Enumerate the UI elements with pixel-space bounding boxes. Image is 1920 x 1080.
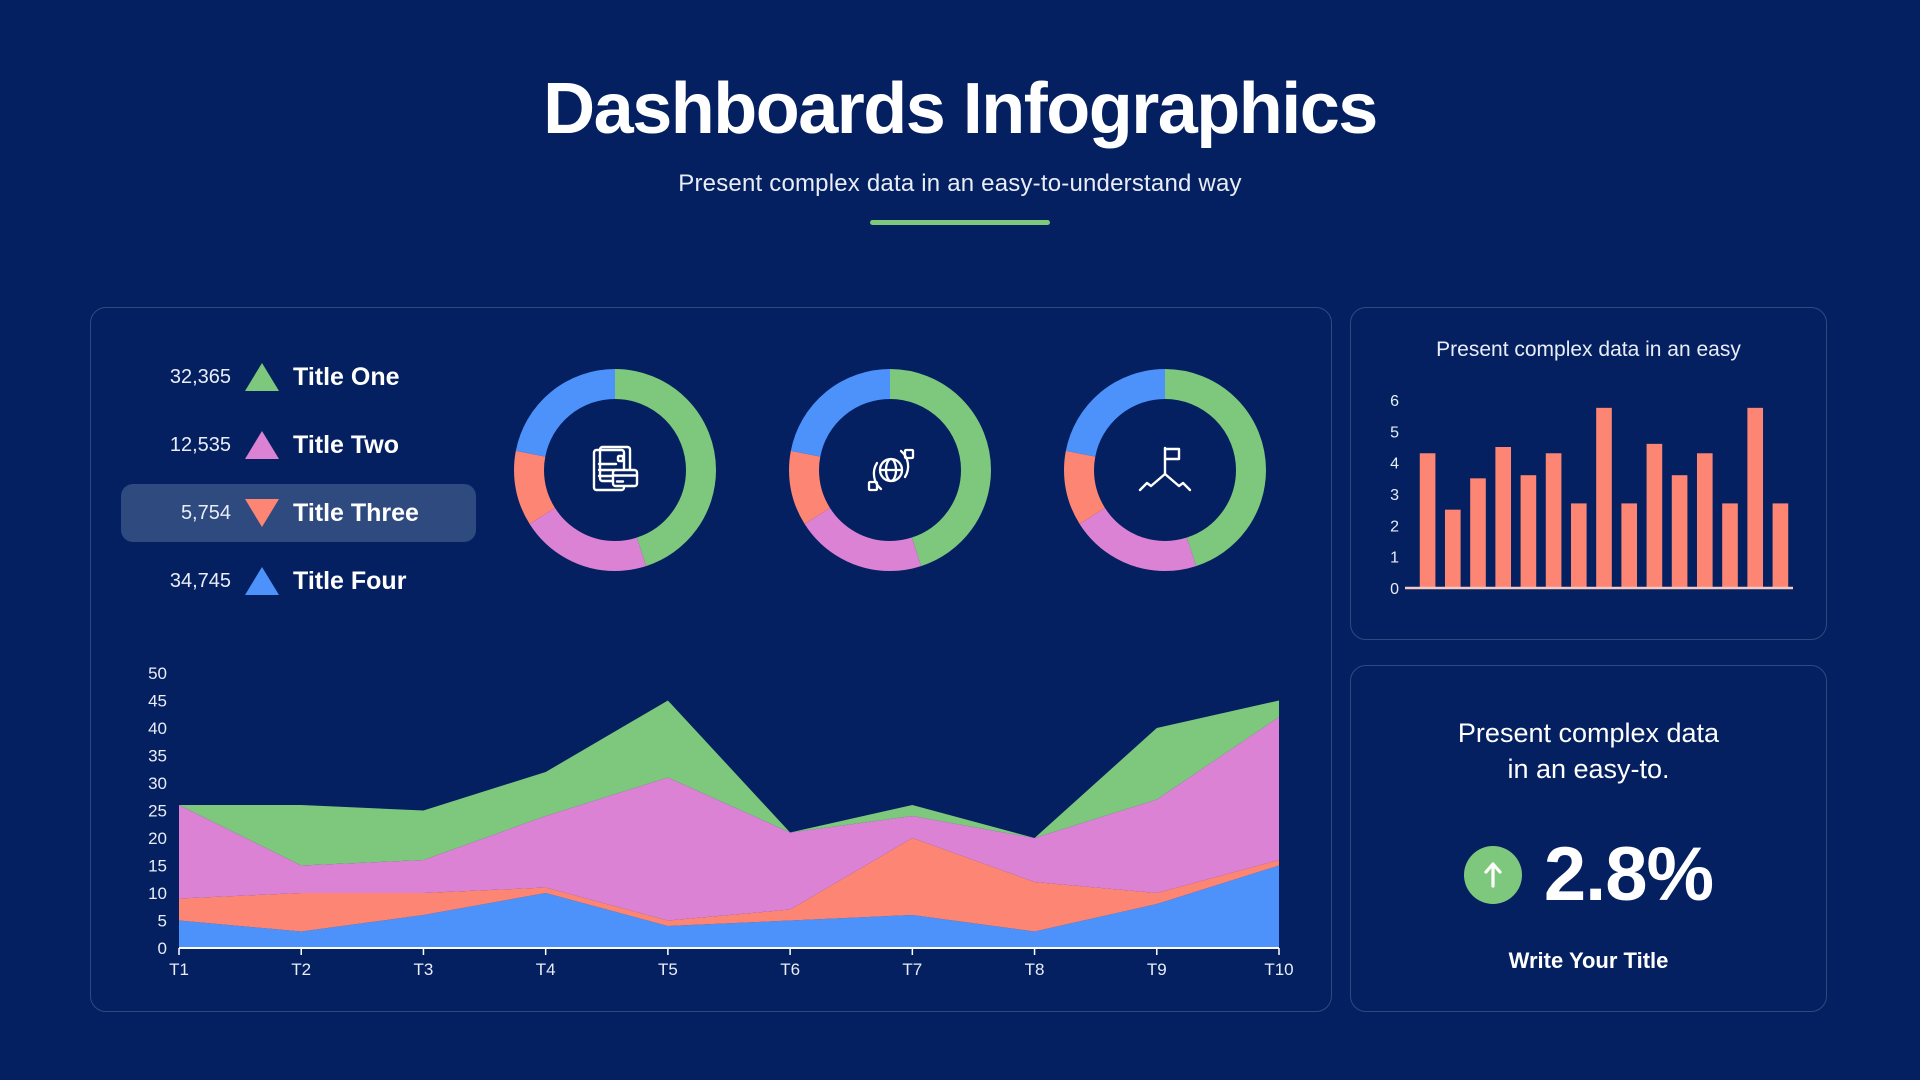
- trend-up-icon: [231, 431, 293, 459]
- main-dashboard-panel: 32,365 Title One 12,535 Title Two 5,754 …: [90, 307, 1332, 1012]
- svg-text:T5: T5: [658, 960, 678, 979]
- trend-down-icon: [231, 499, 293, 527]
- area-series-title-two: [179, 717, 1279, 921]
- kpi-value-row: 2.8%: [1351, 831, 1826, 918]
- svg-text:50: 50: [148, 664, 167, 683]
- donut-chart-2[interactable]: [776, 356, 1004, 584]
- legend-row-title-four[interactable]: 34,745 Title Four: [121, 552, 476, 610]
- bar: [1696, 453, 1713, 588]
- trend-up-icon: [231, 363, 293, 391]
- arrow-up-badge-icon: [1463, 845, 1522, 904]
- svg-text:0: 0: [1390, 581, 1399, 598]
- svg-text:5: 5: [1390, 424, 1399, 441]
- slide-header: Dashboards Infographics Present complex …: [0, 0, 1920, 225]
- kpi-description-line-1: Present complex data: [1457, 718, 1720, 748]
- bar-chart-svg: 0 1 2 3 4 5 6: [1390, 393, 1793, 598]
- legend-label: Title Three: [293, 498, 419, 527]
- bar: [1772, 503, 1789, 588]
- kpi-description: Present complex data in an easy-to.: [1351, 716, 1826, 788]
- legend-label: Title Two: [293, 430, 400, 459]
- summit-flag-icon: [1051, 356, 1279, 584]
- kpi-caption: Write Your Title: [1508, 948, 1669, 973]
- svg-text:45: 45: [148, 692, 167, 711]
- bar-y-axis-labels: 0 1 2 3 4 5 6: [1390, 393, 1399, 598]
- stacked-area-chart[interactable]: 0 5 10 15 20 25 30 35 40 45 50 T1 T2 T3 T4 T5 T6 T7 T8 T9 T…: [119, 663, 1309, 988]
- bar: [1596, 407, 1612, 588]
- svg-text:4: 4: [1390, 456, 1399, 473]
- bar: [1495, 447, 1512, 588]
- svg-text:1: 1: [1390, 550, 1399, 567]
- svg-text:5: 5: [158, 912, 167, 931]
- svg-text:T3: T3: [414, 960, 434, 979]
- donut-rings-3: [1064, 369, 1266, 571]
- cards-document-icon: [501, 356, 729, 584]
- svg-text:T2: T2: [291, 960, 311, 979]
- svg-text:25: 25: [148, 802, 167, 821]
- bar: [1747, 407, 1764, 588]
- svg-text:T10: T10: [1264, 960, 1293, 979]
- bar: [1470, 478, 1486, 588]
- donut-rings-1: [514, 369, 716, 571]
- svg-text:T7: T7: [902, 960, 922, 979]
- bar: [1646, 443, 1663, 588]
- legend-label: Title One: [293, 362, 400, 391]
- area-series-title-four: [179, 865, 1279, 948]
- page-subtitle: Present complex data in an easy-to-under…: [678, 169, 1242, 197]
- bar: [1722, 503, 1738, 588]
- legend-value: 5,754: [180, 501, 231, 524]
- svg-text:T4: T4: [536, 960, 556, 979]
- svg-text:40: 40: [148, 719, 167, 738]
- trend-up-icon: [231, 567, 293, 595]
- kpi-panel: Present complex data in an easy-to. 2.8%…: [1350, 665, 1827, 1012]
- bar: [1520, 475, 1537, 588]
- svg-text:T6: T6: [780, 960, 800, 979]
- area-series-title-one: [179, 700, 1279, 866]
- legend-value: 32,365: [169, 365, 231, 388]
- bar-rects-group: [1419, 407, 1789, 588]
- globe-network-icon: [776, 356, 1004, 584]
- svg-text:15: 15: [148, 857, 167, 876]
- bar: [1444, 509, 1461, 588]
- svg-text:T1: T1: [169, 960, 189, 979]
- page-title: Dashboards Infographics: [543, 69, 1378, 149]
- svg-text:T9: T9: [1147, 960, 1167, 979]
- bar: [1570, 503, 1587, 588]
- bar-chart-panel: Present complex data in an easy 0 1 2 3 4 5 6: [1350, 307, 1827, 640]
- legend-row-title-two[interactable]: 12,535 Title Two: [121, 416, 476, 474]
- bar-chart[interactable]: 0 1 2 3 4 5 6: [1373, 392, 1808, 612]
- legend-row-title-one[interactable]: 32,365 Title One: [121, 348, 476, 406]
- kpi-description-line-2: in an easy-to.: [1507, 753, 1670, 784]
- donut-chart-1[interactable]: [501, 356, 729, 584]
- svg-text:0: 0: [158, 939, 167, 958]
- area-series-title-three: [179, 838, 1279, 932]
- svg-text:30: 30: [148, 774, 167, 793]
- donut-chart-3[interactable]: [1051, 356, 1279, 584]
- legend-row-title-three[interactable]: 5,754 Title Three: [121, 484, 476, 542]
- legend-value: 12,535: [169, 433, 231, 456]
- svg-text:10: 10: [148, 884, 167, 903]
- legend-label: Title Four: [293, 566, 407, 595]
- svg-text:35: 35: [148, 747, 167, 766]
- title-underline-rule: [870, 219, 1050, 225]
- svg-text:T8: T8: [1025, 960, 1045, 979]
- svg-text:3: 3: [1390, 487, 1399, 504]
- bar: [1621, 503, 1638, 588]
- svg-text:2: 2: [1390, 518, 1399, 535]
- svg-text:20: 20: [148, 829, 167, 848]
- area-series-group: [179, 700, 1279, 948]
- donut-chart-group: [501, 356, 1279, 584]
- bar: [1419, 453, 1436, 588]
- legend-value: 34,745: [169, 569, 231, 592]
- kpi-value: 2.8%: [1543, 832, 1714, 917]
- metric-legend-list: 32,365 Title One 12,535 Title Two 5,754 …: [121, 348, 476, 620]
- area-y-axis-labels: 0 5 10 15 20 25 30 35 40 45 50: [148, 664, 167, 958]
- bar: [1671, 475, 1688, 588]
- donut-rings-2: [789, 369, 991, 571]
- area-x-axis-labels: T1 T2 T3 T4 T5 T6 T7 T8 T9 T10: [169, 948, 1294, 979]
- svg-text:6: 6: [1390, 393, 1399, 410]
- bar-panel-title: Present complex data in an easy: [1436, 338, 1741, 361]
- bar: [1545, 453, 1562, 588]
